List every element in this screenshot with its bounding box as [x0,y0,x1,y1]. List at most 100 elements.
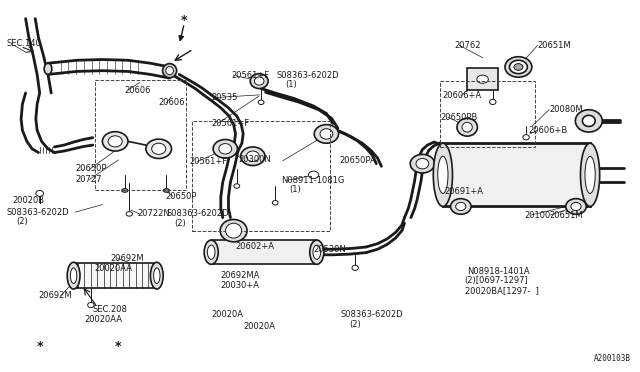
Ellipse shape [163,189,170,192]
Ellipse shape [108,136,122,147]
Text: 20650PA: 20650PA [339,156,376,165]
Bar [443,143,590,206]
Text: (2)[0697-1297]: (2)[0697-1297] [465,276,529,285]
Ellipse shape [122,189,128,192]
Text: 20606+B: 20606+B [528,126,567,135]
Ellipse shape [154,268,160,283]
Ellipse shape [514,64,523,70]
Text: 20650P: 20650P [165,192,196,201]
Ellipse shape [320,129,333,139]
Text: (1): (1) [289,185,301,194]
Ellipse shape [273,201,278,205]
Text: 20602+A: 20602+A [236,242,275,251]
Text: 20561+F: 20561+F [189,157,228,166]
Text: 20691+A: 20691+A [445,187,484,196]
Text: SEC.208: SEC.208 [93,305,127,314]
Text: 20606+A: 20606+A [443,92,482,100]
Text: 20561+F: 20561+F [211,119,250,128]
Bar [440,81,535,147]
Ellipse shape [44,63,52,74]
Text: S08363-6202D: S08363-6202D [6,208,69,217]
Text: 20020BA[1297-  ]: 20020BA[1297- ] [465,286,538,295]
Text: 20020A: 20020A [243,322,275,331]
Text: S08363-6202D: S08363-6202D [276,71,339,80]
Ellipse shape [523,135,529,140]
Ellipse shape [36,190,44,196]
Ellipse shape [234,184,240,188]
Text: 20100: 20100 [525,211,551,219]
Ellipse shape [410,154,435,173]
Text: 20651M: 20651M [549,211,583,219]
Text: (1): (1) [285,80,296,89]
Ellipse shape [433,143,452,206]
Bar [467,68,498,90]
Text: *: * [115,340,122,353]
Text: *: * [181,14,188,27]
Text: SEC.140: SEC.140 [6,39,41,48]
Text: 20030+A: 20030+A [221,281,260,290]
Ellipse shape [166,67,173,75]
Bar [95,80,186,190]
Ellipse shape [314,125,339,143]
Text: (2): (2) [16,217,28,226]
Ellipse shape [220,219,247,242]
Ellipse shape [580,143,600,206]
Text: S08363-6202D: S08363-6202D [340,310,403,319]
Text: 20692MA: 20692MA [221,271,260,280]
Text: *: * [36,340,43,353]
Ellipse shape [477,75,488,83]
Bar [211,240,317,264]
Ellipse shape [575,110,602,132]
Text: 20530N: 20530N [314,246,346,254]
Ellipse shape [70,268,77,283]
Text: 20650P: 20650P [76,164,107,173]
Text: 20020B: 20020B [13,196,45,205]
Text: A200103B: A200103B [593,354,630,363]
Text: 20020A: 20020A [211,310,243,319]
Text: 20300N: 20300N [238,155,271,164]
Text: 20651M: 20651M [538,41,572,50]
Ellipse shape [219,144,232,154]
Text: 20561+F: 20561+F [232,71,270,80]
Ellipse shape [207,245,215,259]
Text: 20692M: 20692M [38,291,72,300]
Ellipse shape [490,99,496,105]
Text: 20762: 20762 [454,41,481,50]
Ellipse shape [259,100,264,105]
Text: 20692M: 20692M [110,254,144,263]
Ellipse shape [566,199,586,214]
Ellipse shape [505,57,532,77]
Text: 20535: 20535 [211,93,237,102]
Ellipse shape [146,139,172,158]
Ellipse shape [457,118,477,136]
Text: N08911-1081G: N08911-1081G [282,176,345,185]
Text: 20020AA: 20020AA [95,264,132,273]
Ellipse shape [509,60,527,74]
Text: S08363-6202D: S08363-6202D [166,209,229,218]
Ellipse shape [241,147,265,166]
Ellipse shape [150,262,163,289]
Text: 20650PB: 20650PB [440,113,477,122]
Bar [74,263,157,288]
Ellipse shape [308,171,319,179]
Ellipse shape [88,302,94,308]
Ellipse shape [250,74,268,89]
Ellipse shape [571,202,581,211]
Ellipse shape [226,223,242,238]
Ellipse shape [451,199,471,214]
Ellipse shape [438,156,448,193]
Ellipse shape [163,64,177,78]
Ellipse shape [462,122,472,132]
Ellipse shape [352,265,358,270]
Text: 20722N: 20722N [138,209,170,218]
Bar [192,121,330,231]
Ellipse shape [102,132,128,151]
Text: 20606: 20606 [159,98,185,107]
Text: (2): (2) [349,320,360,329]
Ellipse shape [416,158,429,169]
Ellipse shape [204,240,218,264]
Ellipse shape [152,143,166,154]
Ellipse shape [67,262,80,289]
Ellipse shape [582,115,595,126]
Text: 20080M: 20080M [549,105,583,114]
